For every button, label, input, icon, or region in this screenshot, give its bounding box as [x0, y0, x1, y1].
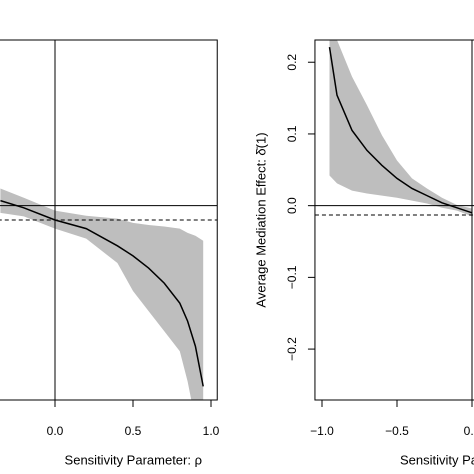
confidence-band: [329, 40, 472, 217]
plot-area: [0, 40, 218, 400]
plot-area: [314, 40, 474, 400]
confidence-band: [0, 188, 204, 400]
x-tick-label: 0.0: [464, 424, 474, 438]
y-tick-label: −0.2: [285, 337, 299, 361]
y-tick-label: 0.2: [285, 54, 299, 71]
estimate-line: [328, 47, 473, 214]
x-tick-label: −0.5: [385, 424, 409, 438]
y-tick-label: 0.0: [285, 197, 299, 214]
x-tick-label: 1.0: [203, 424, 220, 438]
x-tick-label: 0.5: [125, 424, 142, 438]
estimate-line: [0, 199, 204, 387]
x-tick-label: −1.0: [310, 424, 334, 438]
x-tick-label: 0.0: [47, 424, 64, 438]
y-tick-label: 0.1: [285, 125, 299, 142]
x-axis-label: Sensitivity Parameter: ρ: [400, 452, 474, 467]
y-tick-label: −0.1: [285, 265, 299, 289]
y-axis-label: Average Mediation Effect: δ̄(1): [253, 132, 268, 307]
x-axis-label: Sensitivity Parameter: ρ: [65, 452, 202, 467]
